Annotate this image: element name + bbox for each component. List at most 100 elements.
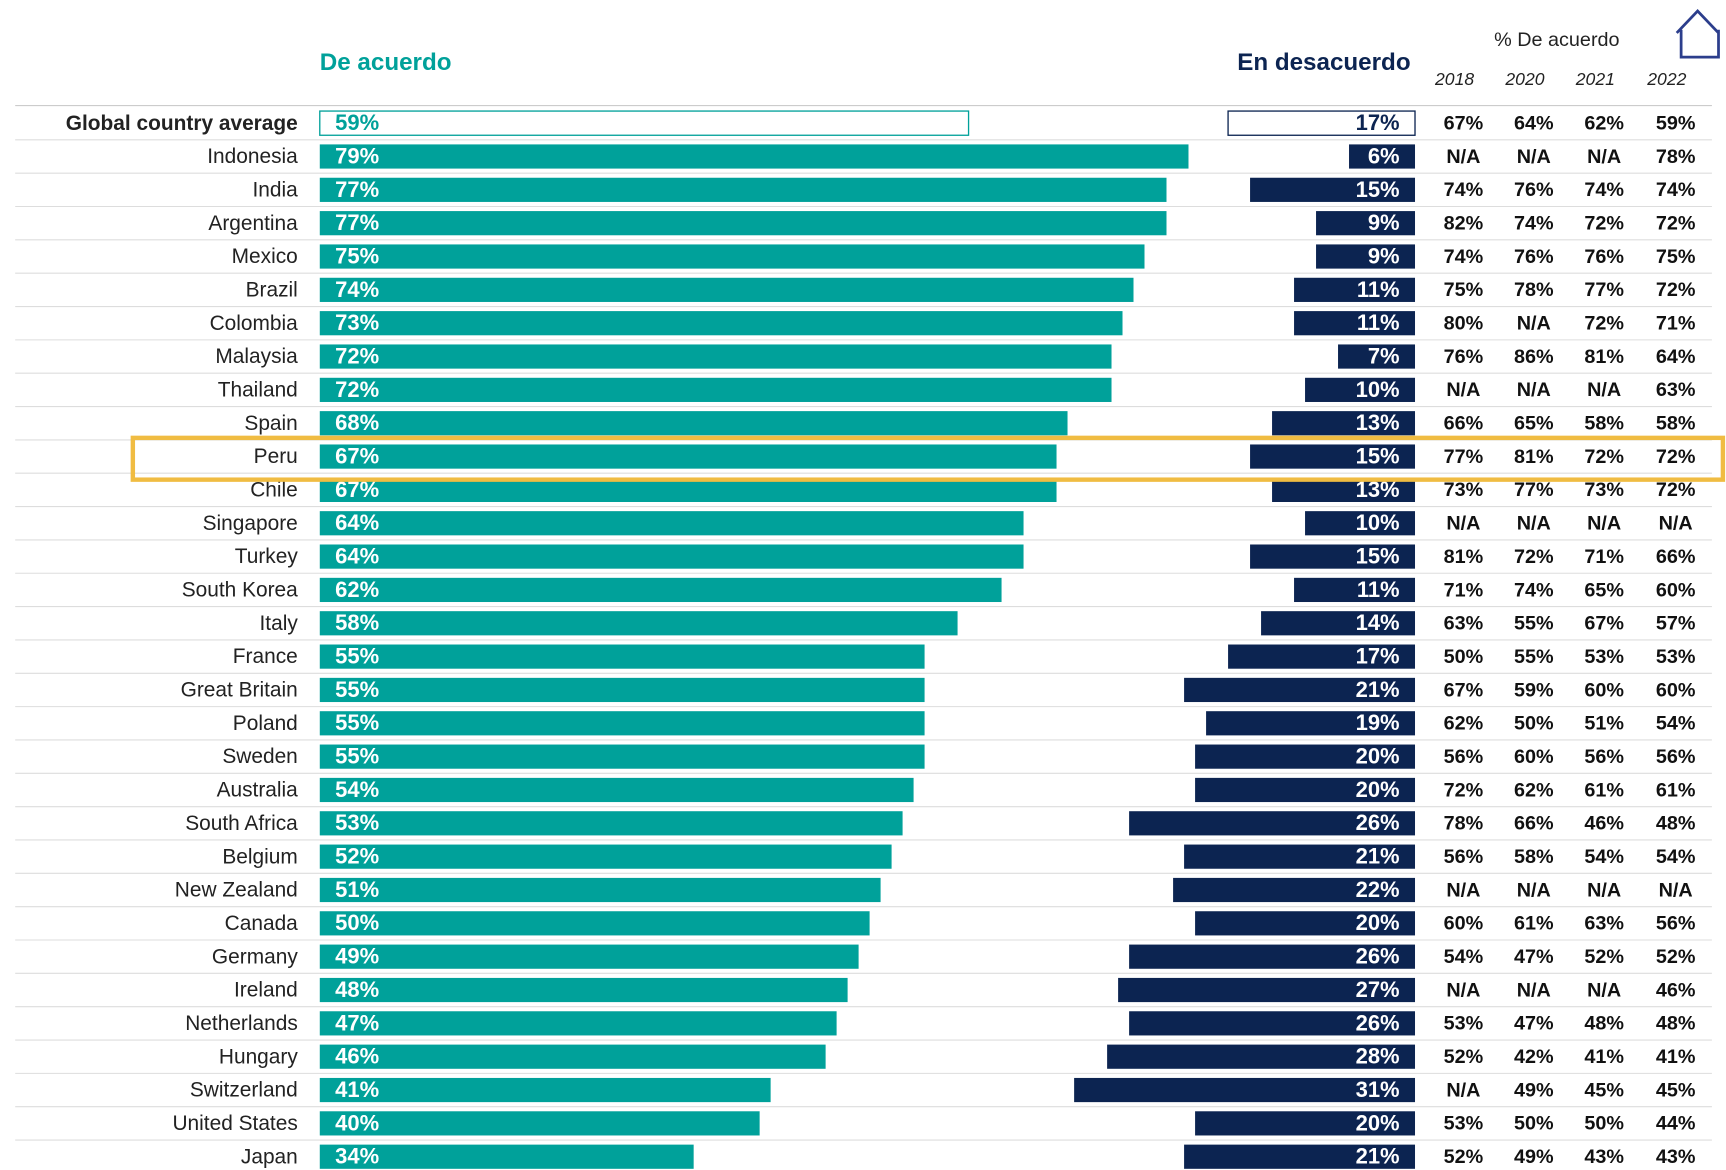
- disagree-label: 15%: [1356, 177, 1400, 202]
- table-cell: 66%: [1514, 813, 1554, 835]
- table-cell: 54%: [1656, 713, 1696, 735]
- table-cell: N/A: [1517, 513, 1551, 535]
- agree-label: 47%: [335, 1010, 379, 1035]
- disagree-header: En desacuerdo: [1237, 49, 1410, 76]
- disagree-bar: [1074, 1077, 1416, 1103]
- table-cell: 52%: [1584, 946, 1624, 968]
- agree-label: 55%: [335, 644, 379, 669]
- disagree-bar: [1349, 144, 1416, 169]
- disagree-bar: [1305, 377, 1416, 402]
- table-cell: 77%: [1444, 446, 1484, 468]
- agree-label: 77%: [335, 210, 379, 235]
- disagree-bar: [1206, 711, 1416, 736]
- table-cell: N/A: [1517, 313, 1551, 335]
- agree-bar: [319, 110, 970, 136]
- table-cell: 72%: [1656, 213, 1696, 235]
- table-cell: 63%: [1444, 613, 1484, 635]
- category-label: Malaysia: [215, 345, 298, 368]
- agree-label: 77%: [335, 177, 379, 202]
- agree-label: 54%: [335, 777, 379, 802]
- agree-label: 72%: [335, 377, 379, 402]
- year-header: 2020: [1504, 69, 1544, 89]
- category-label: Poland: [233, 712, 298, 735]
- table-cell: 72%: [1514, 546, 1554, 568]
- disagree-label: 11%: [1357, 277, 1400, 302]
- disagree-bar: [1129, 811, 1416, 836]
- disagree-bar: [1250, 177, 1416, 202]
- table-cell: 81%: [1584, 346, 1624, 368]
- category-label: South Africa: [185, 812, 298, 835]
- disagree-label: 6%: [1368, 143, 1400, 168]
- agree-bar: [319, 411, 1068, 436]
- table-cell: 53%: [1444, 1013, 1484, 1035]
- table-cell: 45%: [1584, 1079, 1624, 1101]
- agree-label: 55%: [335, 677, 379, 702]
- table-cell: 77%: [1514, 479, 1554, 501]
- category-label: Japan: [241, 1145, 298, 1168]
- agree-bar: [319, 811, 903, 836]
- category-label: Canada: [225, 912, 299, 935]
- table-cell: 56%: [1444, 846, 1484, 868]
- table-cell: 76%: [1584, 246, 1624, 268]
- agree-bar: [319, 577, 1002, 603]
- table-cell: 42%: [1514, 1046, 1554, 1068]
- table-cell: 56%: [1444, 746, 1484, 768]
- disagree-label: 17%: [1356, 110, 1400, 135]
- table-cell: 65%: [1514, 413, 1554, 435]
- table-cell: 60%: [1656, 679, 1696, 701]
- category-label: Ireland: [234, 979, 298, 1002]
- table-cell: 74%: [1514, 213, 1554, 235]
- disagree-bar: [1227, 110, 1416, 136]
- table-cell: 47%: [1514, 1013, 1554, 1035]
- table-cell: 48%: [1584, 1013, 1624, 1035]
- disagree-bar: [1195, 1111, 1416, 1136]
- table-cell: 76%: [1444, 346, 1484, 368]
- table-cell: 53%: [1584, 646, 1624, 668]
- table-cell: 50%: [1584, 1113, 1624, 1135]
- table-cell: 58%: [1584, 413, 1624, 435]
- table-cell: 52%: [1656, 946, 1696, 968]
- agree-bar: [319, 211, 1167, 236]
- agree-label: 53%: [335, 810, 379, 835]
- home-icon[interactable]: [1675, 9, 1720, 59]
- disagree-bar: [1118, 977, 1416, 1003]
- table-cell: 46%: [1656, 979, 1696, 1001]
- disagree-label: 19%: [1356, 710, 1400, 735]
- agree-bar: [319, 1111, 760, 1136]
- table-cell: N/A: [1587, 979, 1621, 1001]
- category-label: Australia: [217, 779, 299, 802]
- table-cell: N/A: [1446, 1079, 1480, 1101]
- disagree-label: 20%: [1356, 1110, 1400, 1135]
- table-cell: 60%: [1444, 913, 1484, 935]
- category-label: Switzerland: [190, 1079, 298, 1102]
- table-cell: N/A: [1446, 979, 1480, 1001]
- agree-bar: [319, 877, 881, 903]
- disagree-bar: [1228, 644, 1416, 669]
- disagree-label: 15%: [1356, 543, 1400, 568]
- table-cell: 52%: [1444, 1046, 1484, 1068]
- disagree-label: 13%: [1356, 410, 1400, 435]
- table-cell: 67%: [1444, 679, 1484, 701]
- agree-label: 46%: [335, 1044, 379, 1069]
- category-label: Global country average: [66, 112, 298, 135]
- disagree-label: 20%: [1356, 744, 1400, 769]
- table-cell: 74%: [1656, 179, 1696, 201]
- disagree-label: 14%: [1356, 610, 1400, 635]
- agree-label: 67%: [335, 443, 379, 468]
- table-cell: 48%: [1656, 813, 1696, 835]
- table-cell: 67%: [1584, 613, 1624, 635]
- disagree-bar: [1316, 211, 1416, 236]
- table-cell: 67%: [1444, 112, 1484, 134]
- table-cell: 57%: [1656, 613, 1696, 635]
- agree-bar: [319, 377, 1112, 402]
- agree-bar: [319, 911, 870, 936]
- table-cell: 71%: [1584, 546, 1624, 568]
- table-cell: 63%: [1584, 913, 1624, 935]
- disagree-label: 11%: [1357, 577, 1400, 602]
- agree-bar: [319, 1044, 826, 1069]
- table-cell: 41%: [1656, 1046, 1696, 1068]
- table-cell: 80%: [1444, 313, 1484, 335]
- category-label: New Zealand: [175, 879, 298, 902]
- disagree-label: 31%: [1356, 1077, 1400, 1102]
